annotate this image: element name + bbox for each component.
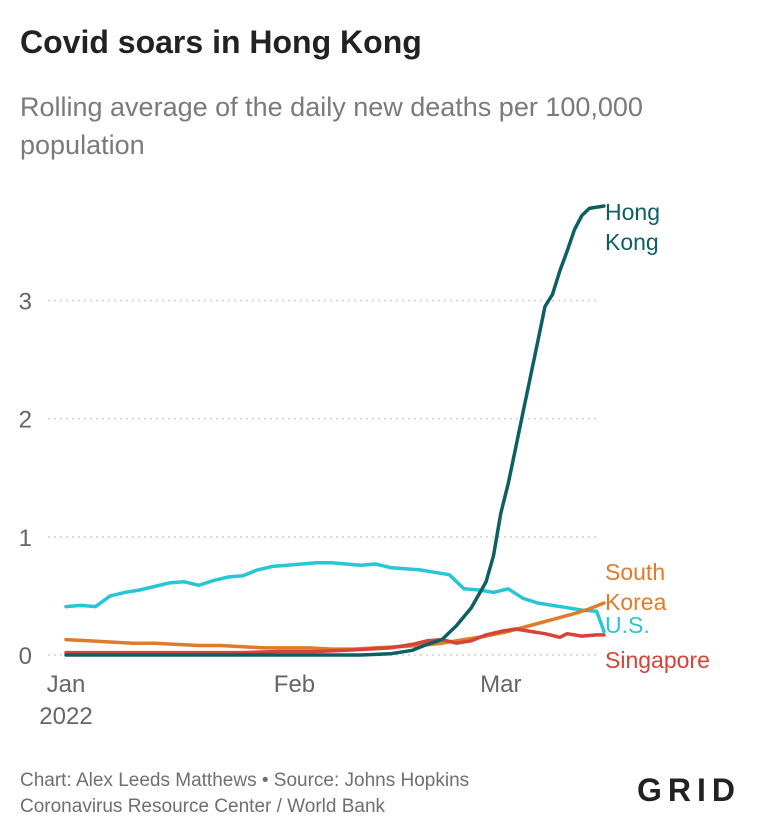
grid-logo: GRID xyxy=(637,772,741,808)
chart-subtitle: Rolling average of the daily new deaths … xyxy=(20,92,643,160)
series-line-singapore xyxy=(64,627,606,655)
x-tick-label: Jan xyxy=(47,671,86,698)
series-line-south-korea xyxy=(64,601,606,651)
y-tick-label: 3 xyxy=(19,289,32,316)
y-axis-ticks: 0 1 2 3 xyxy=(19,289,32,670)
chart-title: Covid soars in Hong Kong xyxy=(20,24,422,60)
series-lines xyxy=(64,204,606,657)
series-label-singapore: Singapore xyxy=(605,647,710,673)
series-label-hong-kong: Kong xyxy=(605,229,659,255)
x-tick-label: Feb xyxy=(274,671,315,698)
line-chart: 0 1 2 3 Jan 2022 Feb Mar U.S. South Korea Singapo… xyxy=(19,199,710,730)
series-labels: U.S. South Korea Singapore Hong Kong xyxy=(605,199,710,673)
series-line-hong-kong xyxy=(64,204,606,657)
source-note: Chart: Alex Leeds Matthews • Source: Joh… xyxy=(20,768,469,820)
y-tick-label: 1 xyxy=(19,525,32,552)
x-tick-sublabel: 2022 xyxy=(39,703,92,730)
source-line-2: Coronavirus Resource Center / World Bank xyxy=(20,796,386,817)
y-tick-label: 0 xyxy=(19,643,32,670)
series-label-hong-kong: Hong xyxy=(605,199,660,225)
series-line-u-s xyxy=(64,561,606,634)
series-label-u-s: U.S. xyxy=(605,612,650,638)
y-tick-label: 2 xyxy=(19,407,32,434)
series-label-south-korea: Korea xyxy=(605,589,667,615)
x-axis-ticks: Jan 2022 Feb Mar xyxy=(39,671,521,730)
grid-lines xyxy=(48,299,600,656)
x-tick-label: Mar xyxy=(480,671,521,698)
series-label-south-korea: South xyxy=(605,559,665,585)
source-line-1: Chart: Alex Leeds Matthews • Source: Joh… xyxy=(20,770,470,791)
